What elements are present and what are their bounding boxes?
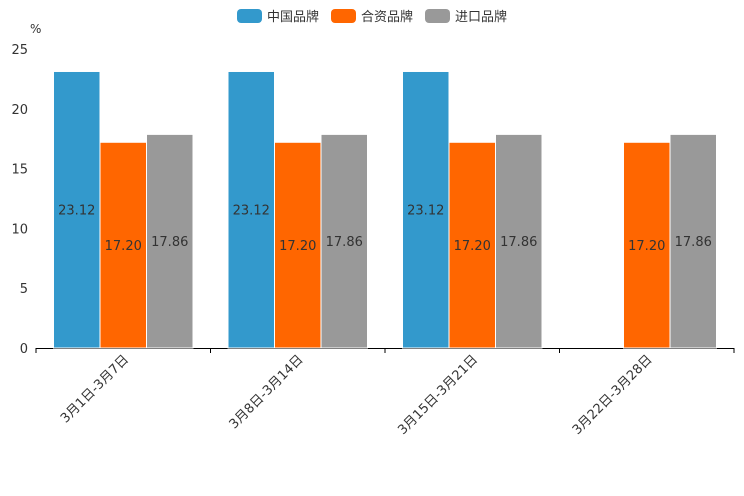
y-tick-label: 20 bbox=[11, 103, 28, 118]
x-tick-label: 3月15日-3月21日 bbox=[395, 352, 481, 438]
y-tick-label: 10 bbox=[11, 222, 28, 237]
bar-value-label: 17.86 bbox=[326, 235, 363, 250]
bar-value-label: 17.86 bbox=[151, 235, 188, 250]
bar bbox=[274, 141, 322, 349]
x-tick-label: 3月22日-3月28日 bbox=[570, 352, 656, 438]
bar bbox=[227, 70, 275, 349]
x-tick-label: 3月1日-3月7日 bbox=[58, 352, 132, 426]
legend: 中国品牌 合资品牌 进口品牌 bbox=[0, 6, 744, 25]
bar-value-label: 17.20 bbox=[628, 239, 665, 254]
bar-value-label: 23.12 bbox=[407, 204, 444, 219]
legend-swatch-jv bbox=[330, 8, 356, 23]
bar-value-label: 17.86 bbox=[675, 235, 712, 250]
bar bbox=[53, 70, 101, 349]
legend-label-china: 中国品牌 bbox=[266, 10, 319, 25]
legend-swatch-china bbox=[236, 8, 262, 23]
x-tick-label: 3月8日-3月14日 bbox=[227, 352, 307, 432]
bar bbox=[623, 141, 671, 349]
legend-label-import: 进口品牌 bbox=[455, 10, 508, 25]
bar bbox=[99, 141, 147, 349]
bar-value-label: 23.12 bbox=[233, 204, 270, 219]
legend-label-jv: 合资品牌 bbox=[360, 10, 413, 25]
bar bbox=[448, 141, 496, 349]
bar bbox=[146, 133, 194, 349]
bar-value-label: 17.86 bbox=[500, 235, 537, 250]
legend-item-jv[interactable]: 合资品牌 bbox=[330, 6, 413, 25]
bar-value-label: 17.20 bbox=[454, 239, 491, 254]
legend-item-import[interactable]: 进口品牌 bbox=[425, 6, 507, 25]
y-tick-label: 15 bbox=[11, 163, 28, 178]
bar-value-label: 17.20 bbox=[279, 239, 316, 254]
bar bbox=[320, 133, 368, 349]
bar-value-label: 23.12 bbox=[58, 204, 95, 219]
legend-swatch-import bbox=[425, 8, 450, 23]
y-tick-label: 5 bbox=[20, 282, 28, 297]
y-axis-unit: % bbox=[30, 22, 42, 36]
y-tick-label: 0 bbox=[20, 342, 28, 357]
bar bbox=[495, 133, 543, 349]
bar bbox=[669, 133, 717, 349]
y-tick-label: 25 bbox=[11, 43, 28, 58]
legend-item-china[interactable]: 中国品牌 bbox=[236, 6, 319, 25]
bar-value-label: 17.20 bbox=[105, 239, 142, 254]
